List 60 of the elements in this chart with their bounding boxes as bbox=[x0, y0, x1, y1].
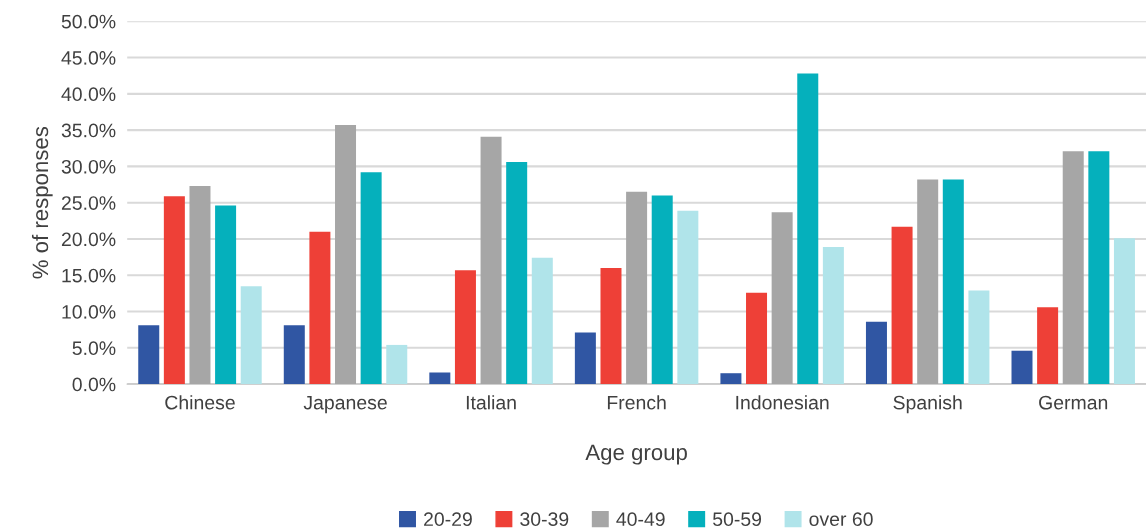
bar bbox=[240, 286, 262, 385]
y-tick-label: 35.0% bbox=[61, 123, 116, 138]
bar bbox=[189, 186, 211, 385]
bar bbox=[283, 325, 305, 385]
y-tick-label: 45.0% bbox=[61, 51, 116, 65]
y-tick-label: 15.0% bbox=[62, 268, 116, 283]
bar bbox=[891, 226, 913, 385]
bar bbox=[429, 372, 451, 385]
bar bbox=[797, 73, 819, 385]
bar bbox=[1088, 151, 1110, 385]
bar bbox=[651, 195, 673, 385]
legend-label: 50-59 bbox=[713, 512, 762, 527]
bar bbox=[1113, 238, 1135, 385]
y-tick-label: 5.0% bbox=[72, 341, 116, 356]
y-tick-label: 40.0% bbox=[61, 87, 116, 102]
bar bbox=[600, 268, 622, 385]
bar bbox=[771, 212, 793, 385]
bar bbox=[942, 179, 964, 385]
x-tick-label: Chinese bbox=[165, 395, 235, 410]
bar bbox=[480, 136, 502, 385]
bar bbox=[917, 179, 939, 385]
bar bbox=[360, 172, 382, 385]
y-tick-label: 10.0% bbox=[62, 305, 116, 319]
x-tick-label: Spanish bbox=[893, 395, 962, 414]
bar bbox=[865, 321, 887, 385]
x-tick-label: Indonesian bbox=[736, 395, 829, 410]
y-axis-title: % of responses bbox=[31, 126, 53, 279]
x-tick-label: French bbox=[607, 395, 666, 410]
y-tick-label: 30.0% bbox=[61, 159, 116, 174]
bar bbox=[1037, 307, 1059, 385]
bar bbox=[506, 162, 528, 385]
y-tick-label: 20.0% bbox=[61, 232, 116, 247]
bar bbox=[822, 246, 844, 385]
bar bbox=[626, 191, 648, 385]
x-tick-label: German bbox=[1039, 395, 1108, 410]
y-tick-label: 25.0% bbox=[61, 196, 116, 210]
bar bbox=[386, 344, 408, 385]
legend-label: 20-29 bbox=[424, 512, 472, 527]
legend-label: over 60 bbox=[809, 512, 873, 527]
x-axis-title: Age group bbox=[585, 444, 687, 465]
bar bbox=[335, 125, 357, 385]
bar bbox=[215, 205, 237, 385]
bar bbox=[1011, 350, 1033, 385]
bar bbox=[720, 373, 742, 385]
legend-label: 30-39 bbox=[520, 512, 569, 527]
bar bbox=[1062, 151, 1084, 385]
bar bbox=[574, 332, 596, 385]
x-tick-label: Italian bbox=[466, 395, 516, 410]
y-tick-label: 50.0% bbox=[61, 14, 116, 29]
x-tick-label: Japanese bbox=[303, 395, 387, 414]
bar bbox=[454, 270, 476, 385]
bar bbox=[138, 325, 160, 385]
bar bbox=[531, 257, 553, 385]
bar bbox=[968, 290, 990, 385]
bar bbox=[309, 231, 331, 385]
bar bbox=[163, 196, 185, 385]
legend-label: 40-49 bbox=[616, 512, 665, 527]
bar bbox=[746, 292, 768, 385]
y-tick-label: 0.0% bbox=[72, 377, 116, 392]
bar bbox=[677, 210, 699, 385]
